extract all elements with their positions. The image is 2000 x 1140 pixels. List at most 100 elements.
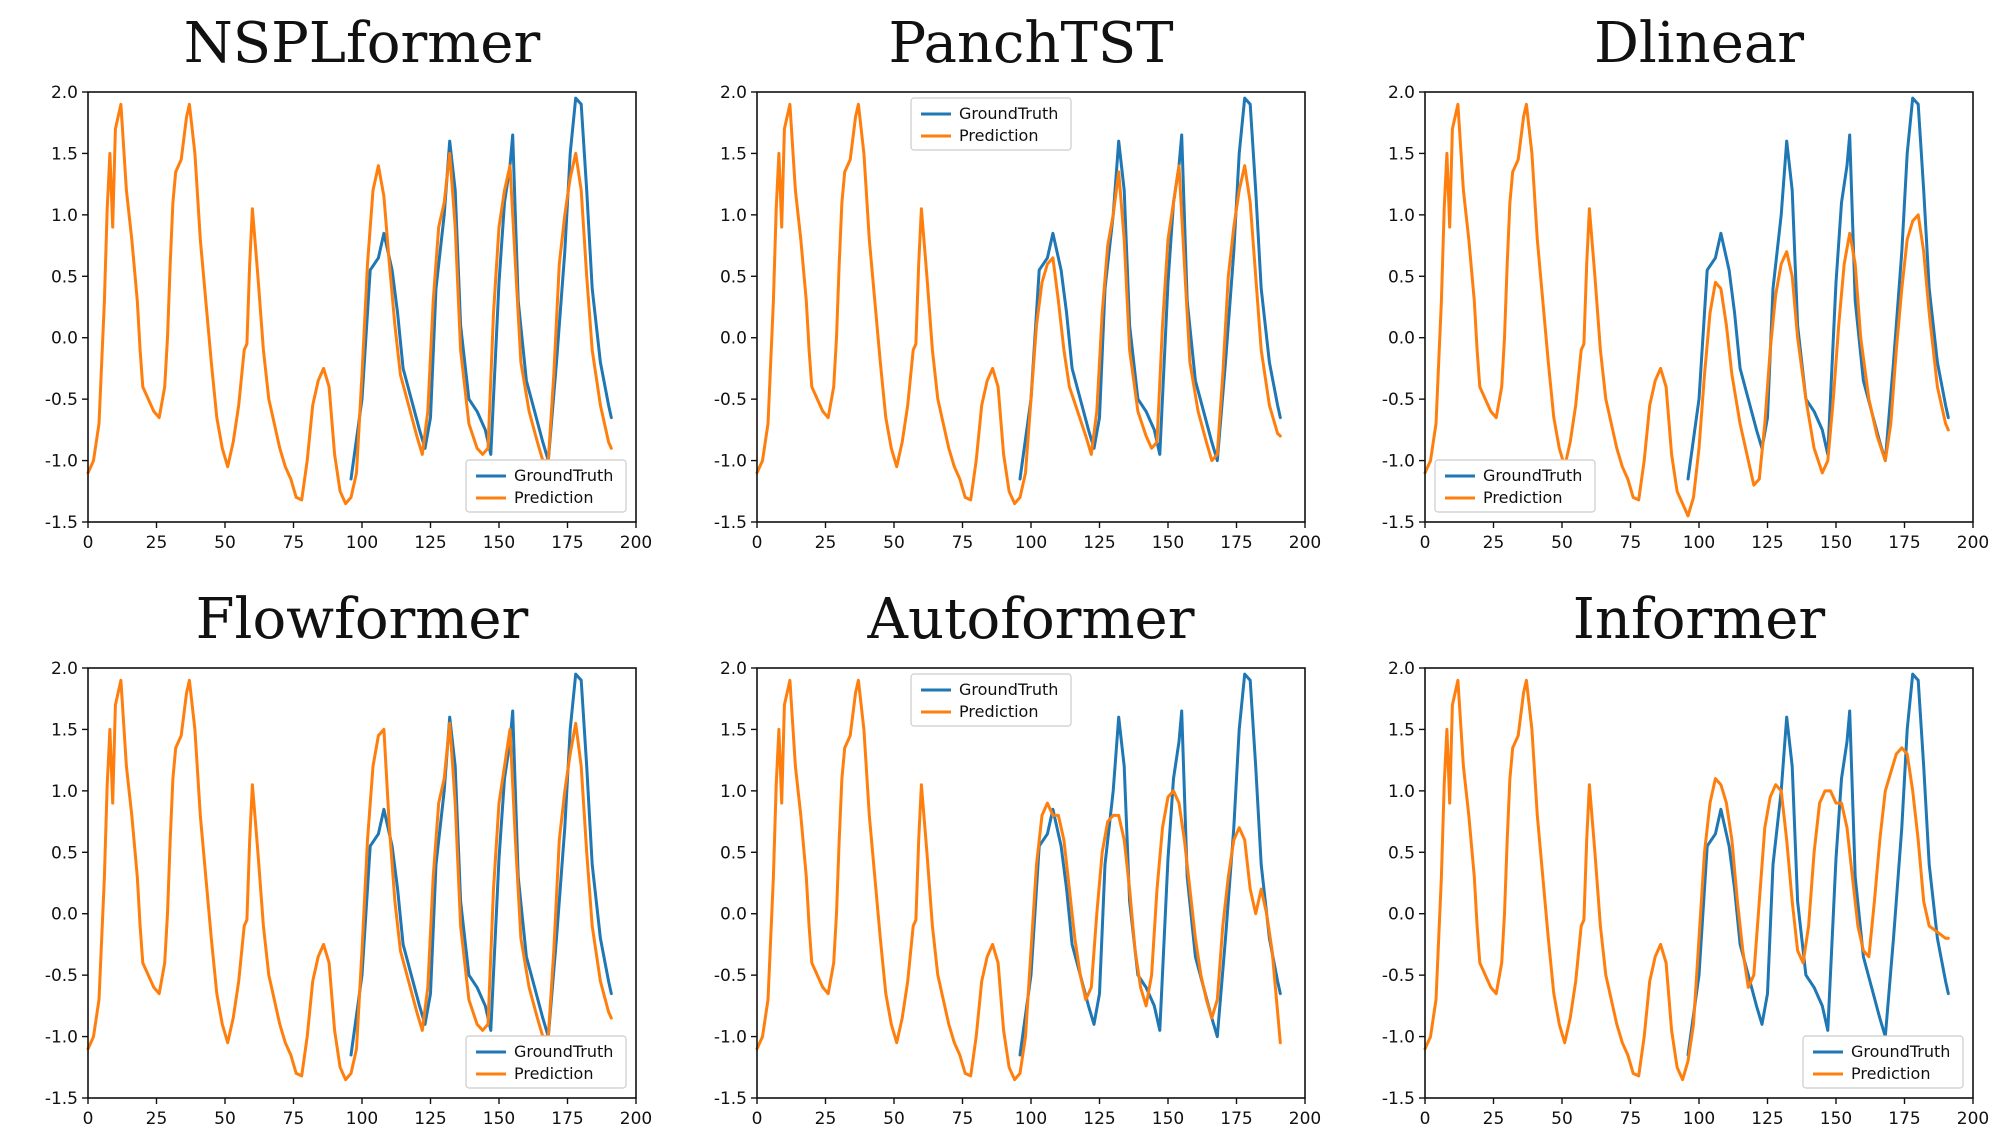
ground-truth-line: [1018, 672, 1282, 1057]
x-tick-label: 75: [1620, 533, 1642, 553]
x-tick-label: 125: [414, 1109, 446, 1129]
prediction-line: [86, 102, 613, 506]
y-tick-label: 1.0: [720, 206, 747, 226]
y-tick-label: 0.5: [720, 267, 747, 287]
prediction-line: [1423, 102, 1950, 518]
y-tick-label: -0.5: [714, 390, 747, 410]
chart-title: Flowformer: [196, 587, 529, 652]
ground-truth-line: [1018, 96, 1282, 481]
legend-label: Prediction: [1851, 1064, 1930, 1083]
y-tick-label: 0.5: [51, 267, 78, 287]
chart-title: Informer: [1573, 587, 1826, 652]
x-tick-label: 125: [414, 533, 446, 553]
x-tick-label: 25: [146, 1109, 168, 1129]
chart-title: NSPLformer: [184, 11, 541, 76]
y-tick-label: 1.5: [720, 144, 747, 164]
y-tick-label: 1.0: [1388, 206, 1415, 226]
y-tick-label: -1.5: [714, 1089, 747, 1109]
plot-frame: [87, 667, 637, 1099]
x-tick-label: 75: [283, 533, 305, 553]
chart-panel: NSPLformer 0 25 50 75 100 125 150 175 200 2.0 1.5 1.…: [45, 11, 652, 553]
chart-title: PanchTST: [888, 11, 1173, 76]
y-tick-label: -1.5: [714, 513, 747, 533]
y-tick-label: 0.0: [51, 329, 78, 349]
y-tick-label: -0.5: [1382, 966, 1415, 986]
y-tick-label: 2.0: [720, 659, 747, 679]
x-tick-label: 100: [1015, 1109, 1047, 1129]
y-tick-label: 0.0: [1388, 329, 1415, 349]
y-tick-label: 0.0: [51, 905, 78, 925]
y-tick-label: 0.5: [720, 843, 747, 863]
legend: GroundTruth Prediction: [910, 97, 1072, 151]
x-tick-label: 150: [483, 1109, 515, 1129]
x-tick-label: 50: [214, 1109, 236, 1129]
x-tick-label: 75: [1620, 1109, 1642, 1129]
x-tick-label: 175: [551, 533, 583, 553]
chart-panel: Dlinear 0 25 50 75 100 125 150 175 200 2.0 1.5 1.0 0.…: [1382, 11, 1989, 553]
legend-label: GroundTruth: [514, 1042, 613, 1061]
x-tick-label: 50: [1551, 1109, 1573, 1129]
y-tick-label: 2.0: [51, 659, 78, 679]
prediction-line: [755, 102, 1282, 506]
y-tick-label: -1.0: [714, 1028, 747, 1048]
x-tick-label: 125: [1083, 533, 1115, 553]
legend-label: GroundTruth: [959, 680, 1058, 699]
y-tick-label: 2.0: [1388, 83, 1415, 103]
x-tick-label: 150: [1152, 1109, 1184, 1129]
prediction-line: [755, 678, 1282, 1082]
x-tick-label: 200: [620, 533, 652, 553]
chart-panel: Informer 0 25 50 75 100 125 150 175 200 2.0 1.5 1.0 0…: [1382, 587, 1989, 1129]
chart-panel: PanchTST 0 25 50 75 100 125 150 175 200 2.0 1.5 1.0 0…: [714, 11, 1321, 553]
x-tick-label: 0: [83, 1109, 94, 1129]
legend-label: GroundTruth: [514, 466, 613, 485]
x-tick-label: 0: [1420, 1109, 1431, 1129]
x-tick-label: 25: [1483, 533, 1505, 553]
x-tick-label: 200: [1289, 1109, 1321, 1129]
x-tick-label: 100: [346, 533, 378, 553]
y-tick-label: -0.5: [714, 966, 747, 986]
legend: GroundTruth Prediction: [465, 459, 627, 513]
x-tick-label: 100: [1683, 533, 1715, 553]
x-tick-label: 25: [1483, 1109, 1505, 1129]
x-tick-label: 100: [1015, 533, 1047, 553]
legend: GroundTruth Prediction: [910, 673, 1072, 727]
plot-frame: [1424, 667, 1974, 1099]
legend-label: GroundTruth: [1483, 466, 1582, 485]
y-tick-label: 1.5: [1388, 144, 1415, 164]
x-tick-label: 150: [1820, 533, 1852, 553]
y-tick-label: 1.0: [51, 782, 78, 802]
x-tick-label: 125: [1751, 1109, 1783, 1129]
ground-truth-line: [1686, 96, 1950, 481]
y-tick-label: -0.5: [45, 390, 78, 410]
y-tick-label: 1.0: [51, 206, 78, 226]
y-tick-label: 2.0: [51, 83, 78, 103]
chart-panel: Autoformer 0 25 50 75 100 125 150 175 200 2.0 1.5 1.…: [714, 587, 1321, 1129]
y-tick-label: -0.5: [45, 966, 78, 986]
chart-title: Dlinear: [1594, 11, 1804, 76]
prediction-line: [86, 678, 613, 1082]
x-tick-label: 125: [1083, 1109, 1115, 1129]
x-tick-label: 50: [214, 533, 236, 553]
x-tick-label: 175: [1220, 533, 1252, 553]
y-tick-label: 2.0: [1388, 659, 1415, 679]
plot-frame: [87, 91, 637, 523]
legend-label: Prediction: [514, 1064, 593, 1083]
legend-label: Prediction: [959, 126, 1038, 145]
x-tick-label: 125: [1751, 533, 1783, 553]
plot-frame: [756, 91, 1306, 523]
ground-truth-line: [349, 672, 613, 1057]
y-tick-label: 1.5: [51, 720, 78, 740]
ground-truth-line: [349, 96, 613, 481]
y-tick-label: 0.0: [1388, 905, 1415, 925]
y-tick-label: -1.5: [1382, 1089, 1415, 1109]
y-tick-label: 2.0: [720, 83, 747, 103]
x-tick-label: 175: [1888, 1109, 1920, 1129]
y-tick-label: 0.5: [1388, 843, 1415, 863]
x-tick-label: 0: [83, 533, 94, 553]
y-tick-label: -0.5: [1382, 390, 1415, 410]
x-tick-label: 200: [620, 1109, 652, 1129]
y-tick-label: 1.5: [51, 144, 78, 164]
x-tick-label: 50: [883, 1109, 905, 1129]
plot-frame: [1424, 91, 1974, 523]
